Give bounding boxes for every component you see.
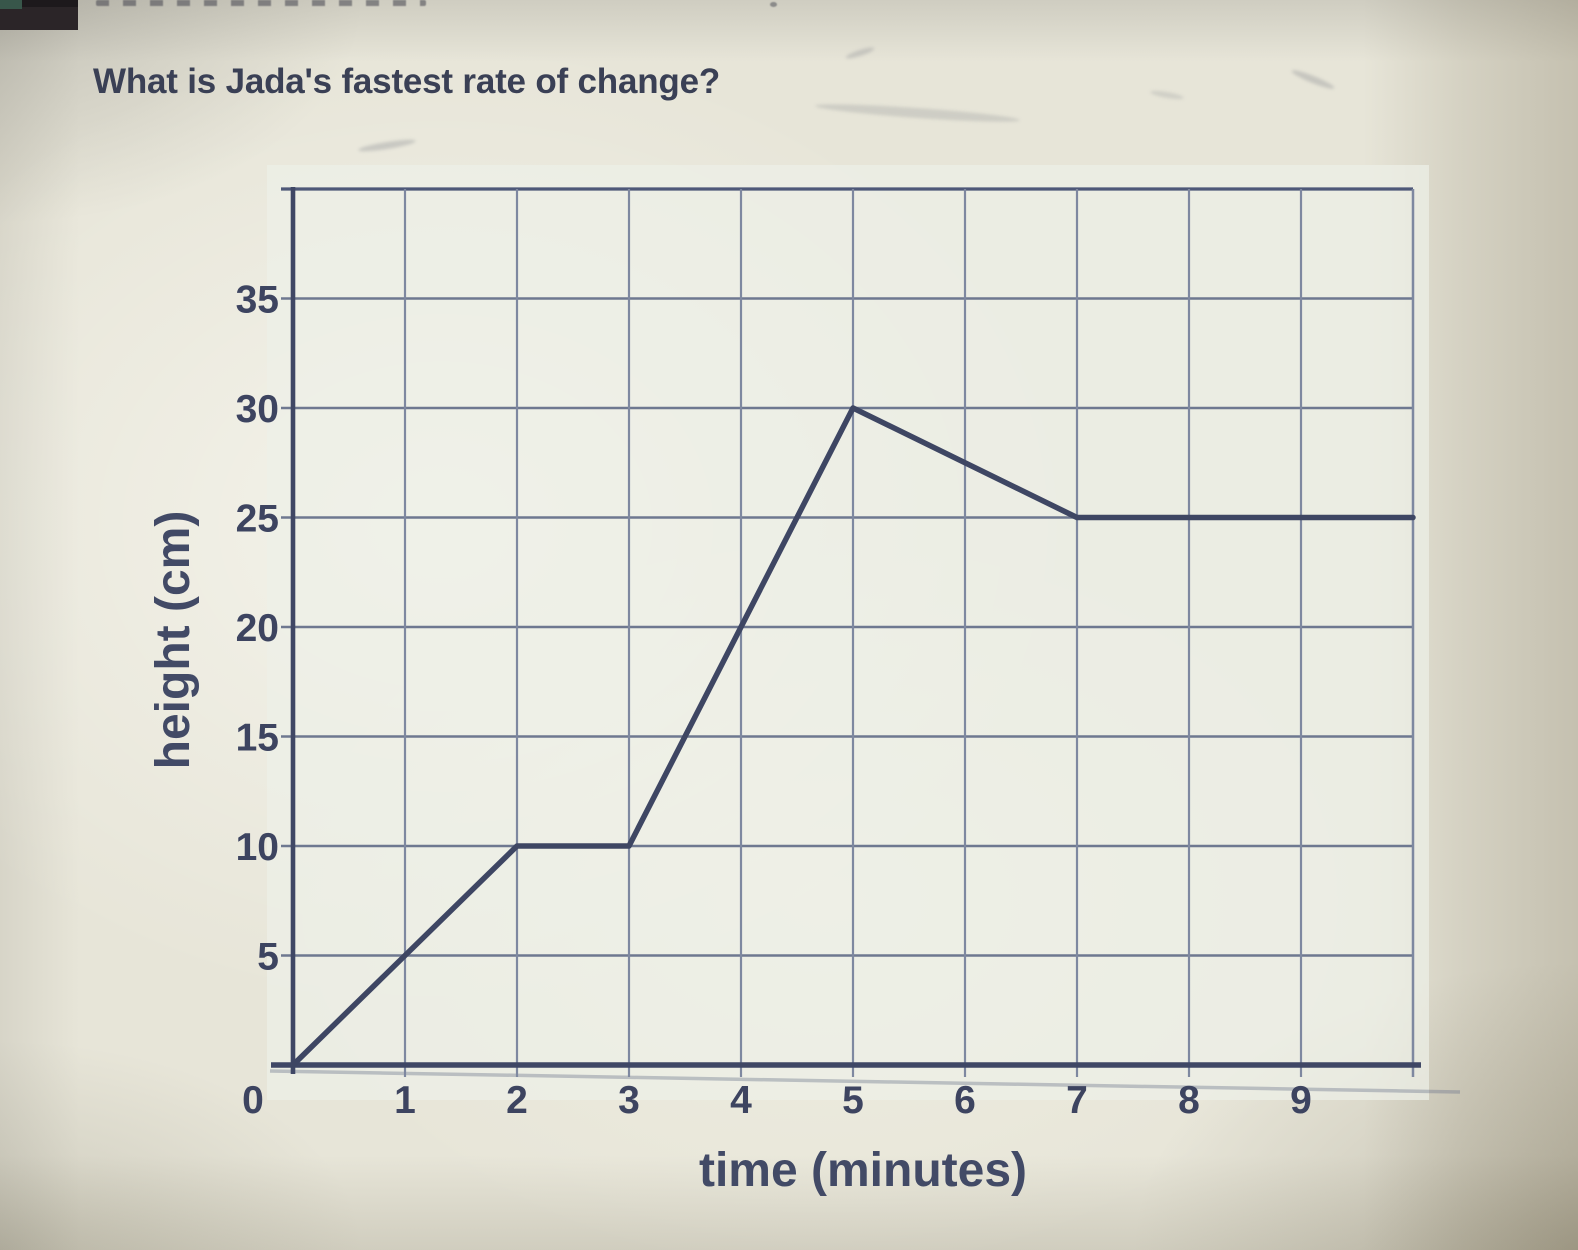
pencil-smudge: [357, 137, 417, 154]
y-tick-label: 35: [236, 279, 279, 322]
x-tick-label: 4: [730, 1079, 752, 1122]
x-tick-label: 8: [1178, 1079, 1200, 1122]
x-tick-label: 7: [1066, 1079, 1088, 1122]
pencil-smudge: [1290, 67, 1336, 92]
cropped-text-remnant: [96, 0, 426, 6]
y-tick-label: 25: [236, 498, 279, 541]
x-tick-label: 0: [242, 1079, 264, 1122]
y-tick-label: 10: [236, 826, 279, 869]
pencil-smudge: [814, 100, 1021, 126]
x-tick-label: 2: [506, 1079, 528, 1122]
y-tick-label: 20: [236, 607, 279, 650]
x-tick-label: 5: [842, 1079, 864, 1122]
photo-ghost-line: [269, 1069, 1461, 1094]
pencil-smudge: [1149, 89, 1185, 101]
y-tick-label: 30: [236, 388, 279, 431]
plot-background: [267, 165, 1429, 1100]
x-axis-label: time (minutes): [699, 1144, 1027, 1197]
x-tick-label: 3: [618, 1079, 640, 1122]
question-text: What is Jada's fastest rate of change?: [93, 62, 721, 101]
cropped-toolbar-fragment: [0, 0, 78, 30]
x-tick-label: 9: [1290, 1079, 1312, 1122]
y-axis-label: height (cm): [147, 511, 200, 770]
y-tick-label: 5: [257, 936, 279, 979]
x-tick-label: 1: [394, 1079, 416, 1122]
y-tick-label: 15: [236, 717, 279, 760]
line-chart: 5 10 15 20 25 30 35 0 1 2 3 4 5 6 7 8 9 time (minutes) hei…: [147, 165, 1461, 1197]
data-line-jada: [290, 405, 1416, 1068]
photo-speck: [770, 2, 777, 7]
toolbar-accent-chip: [0, 0, 22, 9]
x-tick-label: 6: [954, 1079, 976, 1122]
pencil-smudge: [844, 45, 876, 61]
